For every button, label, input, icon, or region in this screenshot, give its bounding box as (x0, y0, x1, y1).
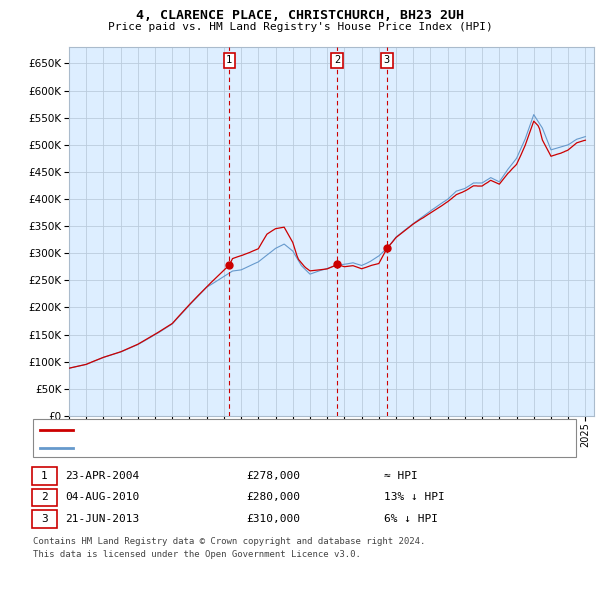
Text: 04-AUG-2010: 04-AUG-2010 (65, 493, 139, 502)
Text: Contains HM Land Registry data © Crown copyright and database right 2024.: Contains HM Land Registry data © Crown c… (33, 537, 425, 546)
Text: 6% ↓ HPI: 6% ↓ HPI (384, 514, 438, 524)
Text: 21-JUN-2013: 21-JUN-2013 (65, 514, 139, 524)
Text: Price paid vs. HM Land Registry's House Price Index (HPI): Price paid vs. HM Land Registry's House … (107, 22, 493, 32)
Text: ≈ HPI: ≈ HPI (384, 471, 418, 481)
Text: 3: 3 (384, 55, 390, 65)
Text: 2: 2 (334, 55, 340, 65)
Text: HPI: Average price, detached house, Bournemouth Christchurch and Poole: HPI: Average price, detached house, Bour… (79, 442, 517, 453)
Text: 4, CLARENCE PLACE, CHRISTCHURCH, BH23 2UH: 4, CLARENCE PLACE, CHRISTCHURCH, BH23 2U… (136, 9, 464, 22)
Text: 4, CLARENCE PLACE, CHRISTCHURCH, BH23 2UH (detached house): 4, CLARENCE PLACE, CHRISTCHURCH, BH23 2U… (79, 425, 442, 435)
Text: £310,000: £310,000 (246, 514, 300, 524)
Text: 3: 3 (41, 514, 48, 524)
Text: 23-APR-2004: 23-APR-2004 (65, 471, 139, 481)
Text: 1: 1 (41, 471, 48, 481)
Text: 13% ↓ HPI: 13% ↓ HPI (384, 493, 445, 502)
Text: 2: 2 (41, 493, 48, 502)
Text: 1: 1 (226, 55, 232, 65)
Text: £278,000: £278,000 (246, 471, 300, 481)
Text: £280,000: £280,000 (246, 493, 300, 502)
Text: This data is licensed under the Open Government Licence v3.0.: This data is licensed under the Open Gov… (33, 550, 361, 559)
